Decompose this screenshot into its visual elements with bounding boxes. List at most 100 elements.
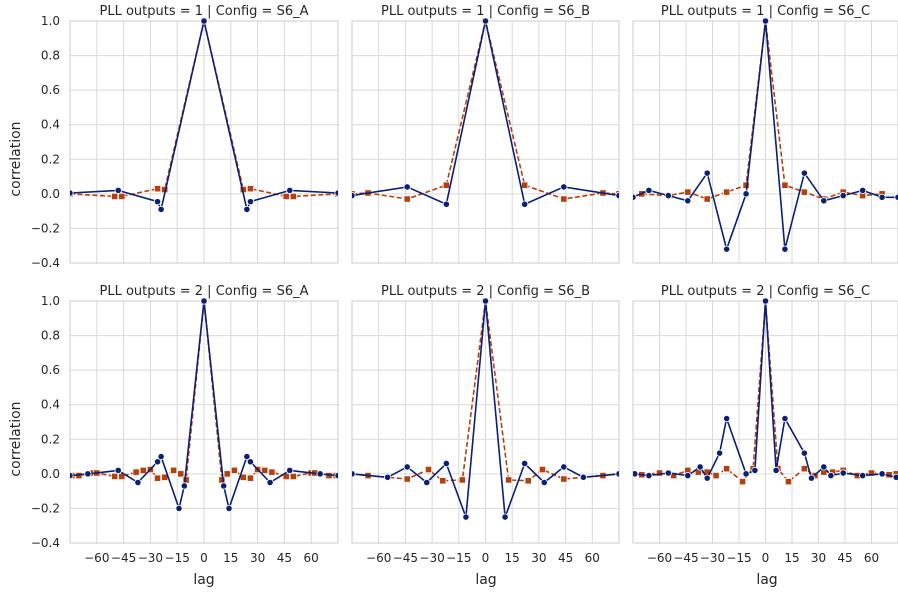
x-axis-label-col2: lag: [475, 572, 496, 588]
data-point: [334, 189, 338, 197]
data-point: [153, 185, 162, 193]
data-point: [827, 471, 835, 480]
data-point: [524, 477, 532, 485]
series-a: [633, 297, 898, 482]
data-point: [723, 245, 731, 253]
data-point: [505, 476, 513, 484]
panel-2: PLL outputs = 1 | Config = S6_B: [351, 4, 620, 264]
data-point: [243, 452, 251, 461]
data-point: [153, 474, 162, 482]
data-point: [218, 476, 226, 484]
data-point: [664, 191, 672, 200]
data-point: [132, 468, 140, 476]
data-point: [800, 169, 808, 177]
data-point: [442, 200, 450, 208]
x-tick-label: 0: [482, 551, 490, 565]
data-point: [696, 463, 704, 471]
panel-1: PLL outputs = 1 | Config = S6_A −0.4 −0.2 0…: [31, 4, 339, 270]
data-point: [781, 245, 789, 253]
data-point: [501, 513, 509, 521]
data-point: [220, 482, 228, 490]
data-point: [246, 185, 255, 193]
data-point: [481, 17, 490, 25]
y-tick-label: 0.0: [41, 187, 60, 201]
data-point: [200, 297, 208, 305]
data-point: [261, 466, 269, 475]
data-point: [807, 474, 816, 482]
data-point: [560, 183, 568, 191]
data-point: [703, 169, 711, 177]
y-tick-label: 0.2: [41, 152, 60, 166]
panel-4: PLL outputs = 2 | Config = S6_A −0.4 −0.2 0…: [31, 284, 339, 565]
data-point: [867, 469, 876, 477]
data-point: [615, 470, 619, 478]
data-point: [703, 474, 711, 482]
data-point: [715, 449, 724, 457]
data-point: [781, 414, 789, 423]
data-point: [383, 473, 392, 481]
data-point: [403, 183, 411, 191]
data-point: [839, 469, 847, 477]
data-point: [540, 478, 548, 487]
data-point: [751, 466, 759, 474]
x-tick-label: −60: [647, 551, 672, 565]
data-point: [761, 17, 770, 25]
data-point: [684, 188, 692, 196]
x-tick-label: −15: [165, 551, 190, 565]
data-point: [723, 414, 731, 423]
data-point: [182, 476, 190, 484]
data-point: [200, 17, 208, 25]
x-tick-label: −60: [84, 551, 109, 565]
data-point: [761, 297, 770, 305]
panel-title: PLL outputs = 1 | Config = S6_A: [100, 4, 309, 19]
data-point: [423, 478, 431, 487]
data-point: [892, 473, 898, 481]
x-tick-label: −60: [366, 551, 391, 565]
x-tick-label: 15: [784, 551, 799, 565]
data-point: [820, 197, 828, 205]
data-point: [664, 469, 672, 477]
x-tick-label: −45: [111, 551, 136, 565]
data-point: [800, 188, 808, 196]
data-point: [723, 188, 731, 196]
data-point: [282, 192, 290, 201]
data-point: [246, 474, 255, 482]
data-point: [633, 470, 639, 478]
y-tick-label: 0.6: [41, 83, 60, 97]
panel-title: PLL outputs = 2 | Config = S6_A: [100, 284, 309, 299]
data-point: [439, 477, 447, 485]
data-point: [114, 186, 122, 194]
data-point: [521, 200, 529, 208]
series-a: [633, 17, 898, 253]
data-point: [403, 463, 411, 471]
data-point: [223, 470, 231, 478]
data-point: [84, 470, 92, 478]
data-point: [820, 463, 828, 471]
data-point: [289, 192, 297, 201]
x-axis-label-col1: lag: [193, 572, 214, 588]
y-tick-label: 1.0: [41, 14, 60, 28]
data-point: [742, 470, 750, 478]
data-point: [738, 478, 747, 486]
y-tick-label: 0.8: [41, 329, 60, 343]
y-tick-label: 0.8: [41, 49, 60, 63]
data-point: [157, 452, 165, 461]
series-a: [70, 17, 338, 214]
data-point: [153, 198, 162, 206]
x-tick-label: 45: [837, 551, 852, 565]
data-point: [521, 181, 529, 189]
panel-title: PLL outputs = 2 | Config = S6_B: [381, 284, 590, 299]
x-tick-label: −15: [726, 551, 751, 565]
x-tick-label: 45: [277, 551, 292, 565]
data-point: [633, 193, 637, 201]
data-point: [481, 297, 490, 305]
series-a: [352, 17, 619, 208]
data-point: [615, 191, 619, 200]
data-point: [170, 466, 178, 475]
data-point: [684, 471, 692, 480]
data-point: [839, 191, 847, 200]
data-point: [180, 482, 188, 490]
data-point: [723, 465, 731, 473]
x-axis-label-col3: lag: [756, 572, 777, 588]
